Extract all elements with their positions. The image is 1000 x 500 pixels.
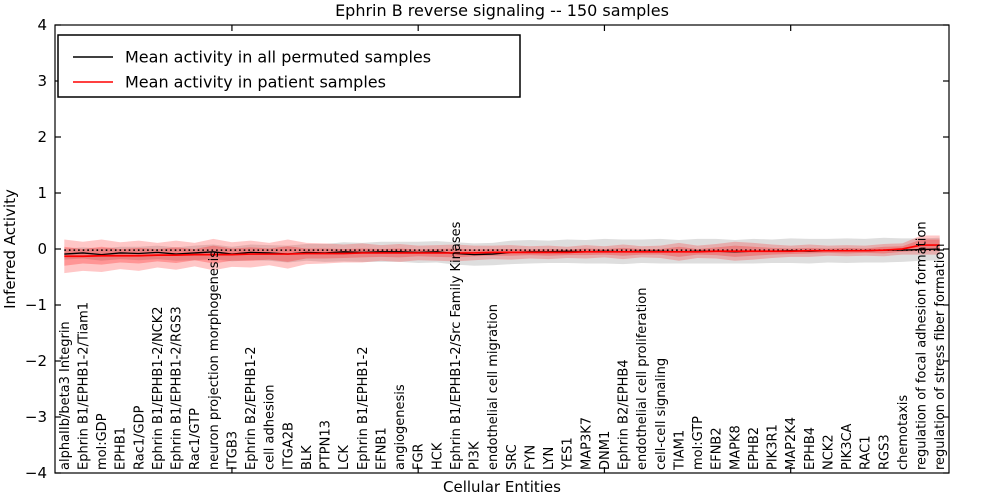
category-label: PIK3R1 — [766, 424, 781, 470]
y-axis-label: Inferred Activity — [1, 189, 19, 309]
y-tick-label: 2 — [37, 128, 47, 146]
category-label: regulation of focal adhesion formation — [915, 221, 930, 470]
category-label: ITGA2B — [281, 422, 296, 470]
legend-label-0: Mean activity in all permuted samples — [125, 48, 431, 67]
category-label: EFNB1 — [374, 427, 389, 470]
y-tick-label: 0 — [37, 240, 47, 258]
category-label: HCK — [430, 442, 445, 470]
patient-samples-spread-outer-band — [64, 235, 940, 274]
category-label: PI3K — [468, 441, 483, 470]
category-label: mol:GDP — [95, 413, 110, 470]
category-label: LYN — [542, 447, 557, 470]
category-label: FYN — [523, 445, 538, 470]
category-label: RAC1 — [859, 435, 874, 470]
y-tick-label: −2 — [25, 352, 47, 370]
category-label: ITGB3 — [225, 431, 240, 470]
y-tick-label: −4 — [25, 464, 47, 482]
category-label: Ephrin B1/EPHB1-2/RGS3 — [170, 306, 185, 470]
category-label: Ephrin B1/EPHB1-2/NCK2 — [151, 306, 166, 470]
category-label: MAPK8 — [728, 425, 743, 470]
y-tick-label: 4 — [37, 16, 47, 34]
category-label: LCK — [337, 445, 352, 470]
category-label: EPHB1 — [114, 427, 129, 470]
category-label: regulation of stress fiber formation — [933, 243, 948, 470]
category-label: NCK2 — [821, 434, 836, 470]
category-label: Ephrin B2/EPHB1-2 — [244, 346, 259, 470]
category-label: cell adhesion — [263, 384, 278, 470]
category-label: SRC — [505, 444, 520, 470]
category-label: angiogenesis — [393, 384, 408, 470]
category-label: DNM1 — [598, 431, 613, 470]
category-label: PTPN13 — [319, 420, 334, 470]
category-label: Ephrin B1/EPHB1-2/Src Family Kinases — [449, 221, 464, 470]
series-line-1 — [64, 244, 940, 258]
y-tick-label: −1 — [25, 296, 47, 314]
category-label: mol:GTP — [691, 416, 706, 470]
category-label: endothelial cell migration — [486, 304, 501, 470]
category-label: RGS3 — [877, 434, 892, 470]
category-label: YES1 — [561, 437, 576, 471]
category-label: MAP3K7 — [579, 417, 594, 470]
chart-title: Ephrin B reverse signaling -- 150 sample… — [335, 1, 669, 20]
legend-box — [57, 34, 521, 98]
category-label: BLK — [300, 445, 315, 470]
category-label: endothelial cell proliferation — [635, 288, 650, 471]
legend-label-1: Mean activity in patient samples — [125, 73, 386, 92]
category-label: TIAM1 — [672, 430, 687, 471]
y-tick-label: −3 — [25, 408, 47, 426]
category-label: PIK3CA — [840, 423, 855, 470]
y-tick-label: 3 — [37, 72, 47, 90]
category-label: chemotaxis — [896, 395, 911, 470]
category-label: MAP2K4 — [784, 417, 799, 470]
category-label: EFNB2 — [710, 427, 725, 470]
category-label: cell-cell signaling — [654, 358, 669, 470]
category-label: Ephrin B1/EPHB1-2 — [356, 346, 371, 470]
category-label: Rac1/GTP — [188, 408, 203, 470]
category-label: EPHB4 — [803, 427, 818, 470]
y-tick-label: 1 — [37, 184, 47, 202]
category-label: Rac1/GDP — [132, 405, 147, 470]
category-label: Ephrin B2/EPHB4 — [617, 359, 632, 470]
x-axis-label: Cellular Entities — [443, 478, 561, 496]
category-label: EPHB2 — [747, 427, 762, 470]
category-label: Ephrin B1/EPHB1-2/Tiam1 — [76, 302, 91, 470]
category-label: FGR — [412, 443, 427, 470]
category-label: neuron projection morphogenesis — [207, 251, 222, 470]
category-label: alphaIIb/beta3 Integrin — [58, 321, 73, 470]
